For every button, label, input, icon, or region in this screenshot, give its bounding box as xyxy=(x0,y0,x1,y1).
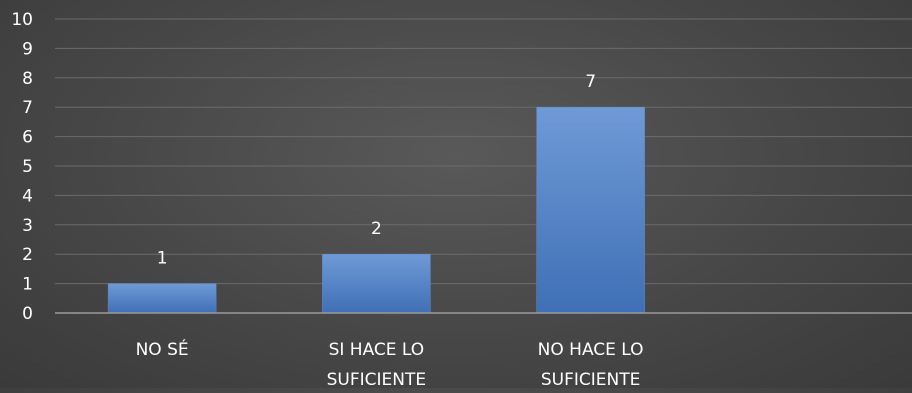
bar-data-label: 7 xyxy=(585,72,596,92)
bar xyxy=(536,106,645,314)
y-tick-label: 8 xyxy=(22,69,33,89)
y-tick-label: 0 xyxy=(22,304,33,324)
data-labels: 1 2 7 xyxy=(157,72,596,268)
y-tick-label: 7 xyxy=(22,98,33,118)
bar xyxy=(322,253,431,314)
bar-data-label: 2 xyxy=(371,219,382,239)
y-tick-label: 4 xyxy=(22,186,33,206)
y-tick-label: 9 xyxy=(22,39,33,59)
y-tick-label: 2 xyxy=(22,245,33,265)
x-category-label: NO HACE LO xyxy=(538,340,644,360)
bar-data-label: 1 xyxy=(157,249,168,269)
y-tick-label: 1 xyxy=(22,275,33,295)
y-tick-label: 10 xyxy=(11,10,33,30)
x-category-label: SUFICIENTE xyxy=(541,370,641,388)
y-tick-label: 6 xyxy=(22,128,33,148)
bar xyxy=(107,283,217,314)
bars xyxy=(107,106,645,314)
x-category-label: SUFICIENTE xyxy=(327,370,427,388)
y-tick-label: 3 xyxy=(22,216,33,236)
y-tick-label: 5 xyxy=(22,157,33,177)
x-category-label: NO SÉ xyxy=(136,338,189,360)
x-axis-category-labels: NO SÉ SI HACE LO SUFICIENTE NO HACE LO SUFIC… xyxy=(136,338,644,390)
y-axis-tick-labels: 0 1 2 3 4 5 6 7 8 9 10 xyxy=(11,10,33,324)
x-category-label: SI HACE LO xyxy=(329,340,425,360)
gridlines xyxy=(55,18,912,285)
